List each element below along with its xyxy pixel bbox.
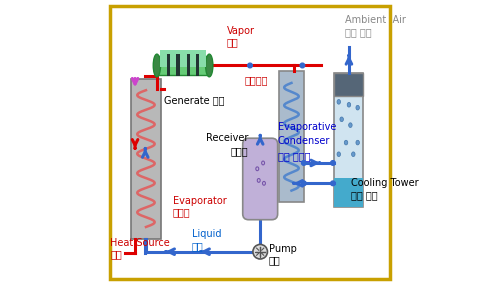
FancyBboxPatch shape [279, 71, 304, 202]
Text: 대기 공기: 대기 공기 [344, 27, 371, 37]
Ellipse shape [337, 100, 340, 104]
Ellipse shape [153, 54, 160, 77]
Text: Liquid: Liquid [192, 229, 222, 239]
Text: Evaporator: Evaporator [173, 196, 227, 206]
Text: 증발기: 증발기 [173, 207, 190, 217]
Text: Generate 발전: Generate 발전 [164, 95, 224, 105]
Text: Evaporative: Evaporative [278, 122, 336, 132]
Text: 기화 응수기: 기화 응수기 [278, 151, 310, 161]
Circle shape [302, 161, 306, 165]
Ellipse shape [348, 123, 352, 127]
FancyBboxPatch shape [130, 79, 161, 239]
Circle shape [330, 181, 336, 186]
Text: 리시버: 리시버 [231, 146, 248, 156]
FancyBboxPatch shape [242, 138, 278, 220]
Text: Cooling Tower: Cooling Tower [351, 178, 418, 188]
FancyBboxPatch shape [160, 50, 206, 67]
Text: Condenser: Condenser [278, 136, 330, 146]
Ellipse shape [356, 140, 360, 145]
Circle shape [248, 63, 252, 68]
FancyBboxPatch shape [110, 6, 390, 279]
Text: 기체: 기체 [226, 37, 238, 47]
Text: 열원: 열원 [110, 250, 122, 260]
FancyBboxPatch shape [157, 56, 210, 75]
FancyBboxPatch shape [196, 54, 199, 76]
Text: 액체: 액체 [192, 241, 203, 251]
Ellipse shape [344, 140, 348, 145]
Ellipse shape [352, 152, 355, 157]
Circle shape [302, 181, 306, 186]
Ellipse shape [356, 105, 360, 110]
FancyBboxPatch shape [334, 73, 364, 96]
Ellipse shape [337, 152, 340, 157]
Text: 작동유체: 작동유체 [244, 75, 268, 85]
Ellipse shape [206, 54, 213, 77]
Text: Pump: Pump [269, 244, 297, 254]
Text: Heat Source: Heat Source [110, 238, 170, 248]
Ellipse shape [347, 102, 350, 107]
Circle shape [253, 244, 268, 259]
FancyBboxPatch shape [334, 73, 364, 207]
FancyBboxPatch shape [176, 54, 180, 76]
Text: 폼프: 폼프 [269, 255, 280, 265]
FancyBboxPatch shape [186, 54, 190, 76]
Circle shape [330, 161, 336, 165]
Circle shape [300, 63, 304, 68]
Text: Receiver: Receiver [206, 133, 248, 143]
Ellipse shape [340, 117, 344, 122]
Text: Ambient  Air: Ambient Air [344, 15, 406, 25]
FancyBboxPatch shape [167, 54, 170, 76]
Text: 쪼링 타워: 쪼링 타워 [351, 190, 378, 200]
Text: Vapor: Vapor [226, 26, 254, 36]
FancyBboxPatch shape [334, 178, 364, 207]
